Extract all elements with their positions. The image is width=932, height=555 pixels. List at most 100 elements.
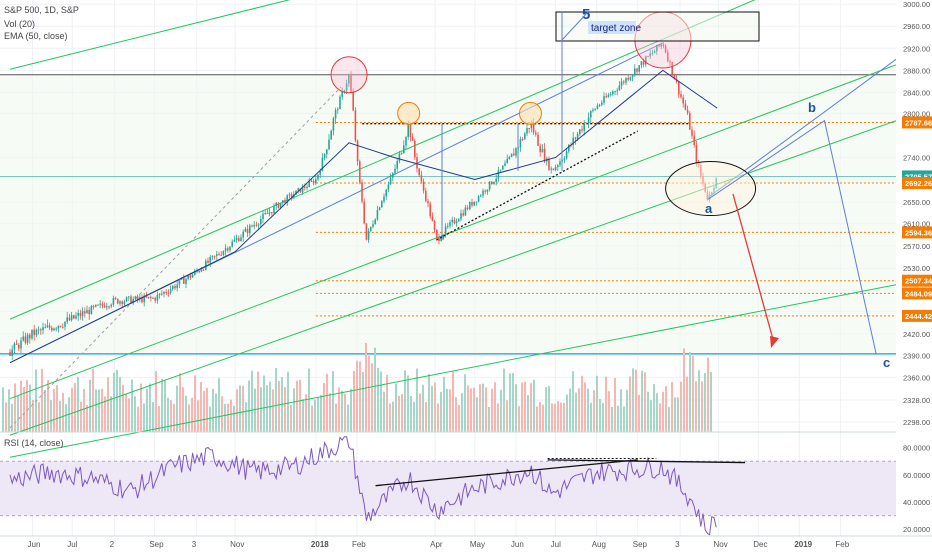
candle-body bbox=[73, 315, 75, 319]
candle-body bbox=[581, 129, 583, 131]
candle-body bbox=[207, 260, 209, 263]
volume-bar bbox=[578, 388, 580, 432]
volume-bar bbox=[668, 406, 670, 432]
candle-body bbox=[202, 269, 205, 271]
y-tick-label: 2570.00 bbox=[903, 242, 930, 251]
candle-body bbox=[9, 351, 11, 356]
candle-body bbox=[143, 295, 145, 303]
volume-bar bbox=[179, 373, 181, 432]
candle-body bbox=[156, 294, 159, 301]
volume-layer bbox=[2, 342, 712, 432]
x-tick-label: 2 bbox=[110, 540, 115, 549]
x-tick-label: Dec bbox=[753, 540, 767, 549]
volume-bar bbox=[296, 380, 298, 432]
rsi-trendline bbox=[375, 459, 638, 487]
candle-body bbox=[431, 216, 434, 222]
volume-bar bbox=[629, 376, 631, 432]
candle-body bbox=[444, 226, 447, 235]
ema-indicator-label: EMA (50, close) bbox=[4, 31, 68, 41]
wave-label-b: b bbox=[808, 100, 816, 115]
candle-body bbox=[682, 97, 684, 104]
candle-body bbox=[310, 180, 313, 182]
volume-bar bbox=[191, 397, 193, 432]
candle-body bbox=[152, 297, 154, 299]
candle-body bbox=[79, 312, 82, 317]
candle-body bbox=[629, 77, 632, 80]
volume-bar bbox=[482, 383, 484, 432]
candle-body bbox=[57, 325, 60, 329]
candle-body bbox=[101, 303, 104, 306]
candle-body bbox=[90, 305, 93, 315]
volume-bar bbox=[566, 394, 568, 432]
wave-label-c: c bbox=[883, 355, 890, 370]
candle-body bbox=[99, 303, 101, 305]
candle-body bbox=[420, 175, 423, 182]
volume-bar bbox=[308, 368, 310, 432]
candle-body bbox=[623, 81, 625, 83]
volume-bar bbox=[80, 401, 82, 432]
candle-body bbox=[319, 171, 321, 175]
volume-bar bbox=[350, 388, 352, 432]
volume-bar bbox=[131, 379, 133, 432]
volume-bar bbox=[536, 406, 538, 432]
volume-bar bbox=[326, 373, 328, 432]
candle-body bbox=[438, 237, 440, 242]
candle-body bbox=[183, 277, 185, 284]
shoulder-circle-right bbox=[518, 101, 542, 125]
candle-body bbox=[464, 207, 467, 216]
candle-body bbox=[614, 91, 616, 93]
volume-bar bbox=[707, 357, 709, 432]
volume-bar bbox=[422, 384, 424, 432]
volume-bar bbox=[575, 392, 577, 432]
volume-bar bbox=[449, 389, 451, 432]
volume-bar bbox=[671, 382, 673, 432]
volume-bar bbox=[200, 382, 202, 432]
volume-bar bbox=[272, 389, 274, 432]
candle-body bbox=[176, 284, 178, 289]
volume-bar bbox=[317, 397, 319, 432]
y-tick-label: 2610.00 bbox=[903, 220, 930, 229]
candle-body bbox=[634, 68, 636, 75]
candle-body bbox=[462, 213, 464, 216]
candle-body bbox=[596, 105, 599, 109]
candle-body bbox=[658, 44, 660, 47]
volume-bar bbox=[218, 378, 220, 432]
candle-body bbox=[678, 81, 680, 95]
channel-dashed bbox=[9, 86, 342, 429]
volume-bar bbox=[413, 401, 415, 432]
x-tick-label: Nov bbox=[230, 540, 244, 549]
rsi-tick-label: 20.0000 bbox=[903, 525, 930, 534]
x-tick-label: Jun bbox=[511, 540, 524, 549]
volume-bar bbox=[314, 399, 316, 432]
volume-bar bbox=[470, 388, 472, 432]
volume-bar bbox=[464, 374, 466, 432]
volume-bar bbox=[446, 389, 448, 432]
volume-bar bbox=[110, 396, 112, 432]
candle-body bbox=[356, 140, 359, 162]
candle-body bbox=[112, 297, 115, 305]
candle-body bbox=[537, 134, 539, 146]
volume-bar bbox=[548, 385, 550, 432]
candle-body bbox=[625, 77, 627, 83]
price-tag-label: 2444.42 bbox=[905, 312, 932, 321]
volume-bar bbox=[695, 381, 697, 432]
candle-body bbox=[568, 144, 570, 152]
candle-body bbox=[121, 301, 123, 305]
candle-body bbox=[145, 295, 148, 298]
volume-bar bbox=[5, 402, 7, 432]
candle-body bbox=[51, 327, 53, 331]
candle-body bbox=[592, 109, 594, 112]
volume-bar bbox=[515, 384, 517, 432]
volume-bar bbox=[71, 388, 73, 432]
candle-body bbox=[572, 137, 574, 146]
volume-bar bbox=[494, 382, 496, 432]
candle-body bbox=[180, 277, 183, 280]
candle-body bbox=[18, 344, 20, 349]
candle-body bbox=[191, 274, 194, 278]
candle-body bbox=[425, 190, 427, 201]
shoulder-circle-left bbox=[397, 101, 421, 125]
volume-bar bbox=[680, 381, 682, 432]
wave-label-a: a bbox=[705, 201, 713, 216]
candle-body bbox=[301, 186, 304, 193]
